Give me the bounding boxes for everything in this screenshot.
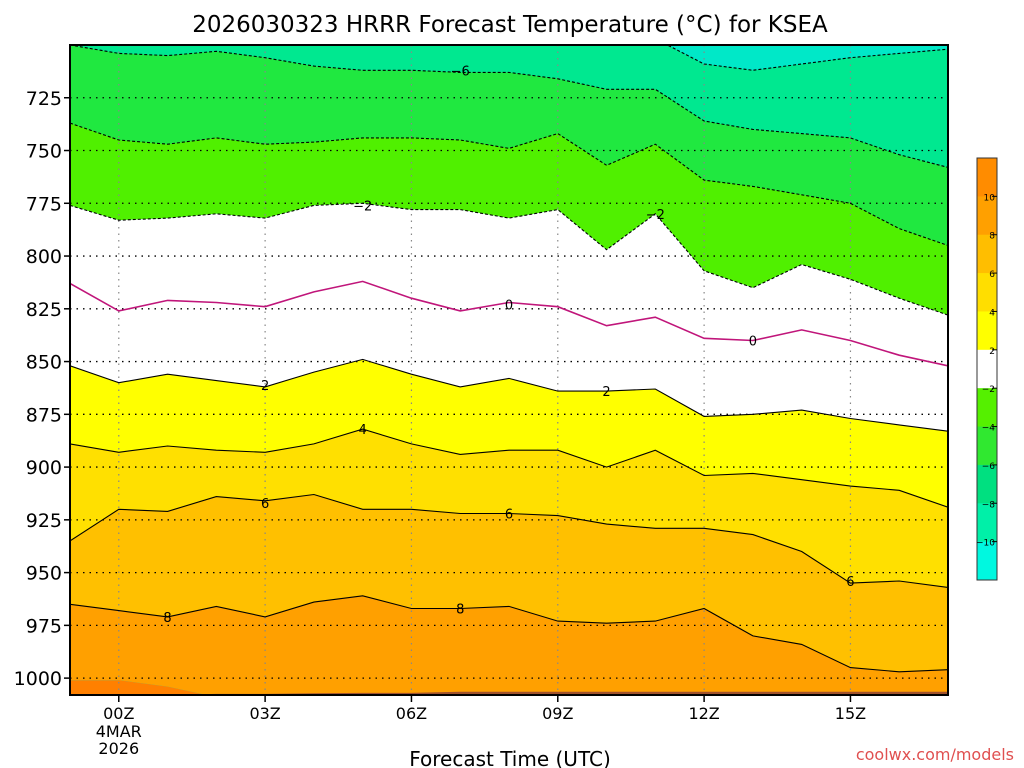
colorbar-frame (976, 157, 998, 581)
colorbar-bin (977, 273, 997, 312)
band-4_to_6 (70, 429, 948, 588)
band-6_to_8 (70, 494, 948, 672)
contour-label: 8 (456, 602, 464, 617)
colorbar-tick-label: −4 (982, 424, 996, 434)
colorbar-bin (977, 464, 997, 504)
contour-label: −2 (353, 199, 372, 214)
temperature-bands (70, 45, 948, 695)
credit-text: coolwx.com/models (856, 745, 1014, 764)
band-8_to_10 (70, 595, 948, 695)
contour-label: 6 (261, 497, 269, 512)
band-2_to_4 (70, 359, 948, 508)
grid-lines (70, 45, 948, 695)
band--2_to_2 (70, 203, 948, 432)
contour-line-6 (70, 493, 948, 588)
colorbar-tick-label: 4 (989, 308, 995, 318)
y-tick-label: 900 (26, 457, 62, 479)
x-tick-label: 09Z (542, 704, 573, 723)
y-tick-label: 725 (26, 88, 62, 110)
x-tick-label: 00Z (103, 704, 134, 723)
plot-area: −6 −2 −2 0 0 2 2 4 6 6 6 8 8 (70, 45, 948, 695)
y-tick-label: 850 (26, 352, 62, 374)
y-axis: 725 750 775 800 825 850 875 900 925 950 975 1000 (14, 88, 70, 690)
contour-label: 4 (359, 423, 367, 438)
x-tick-label: 06Z (396, 704, 427, 723)
colorbar-tick-label: 6 (989, 270, 995, 280)
y-tick-label: 925 (26, 510, 62, 532)
colorbar-tick-label: −2 (982, 385, 995, 395)
colorbar-bin (977, 541, 997, 581)
x-tick-label: 15Z (835, 704, 866, 723)
colorbar-bin (977, 234, 997, 274)
contour-label: −6 (451, 64, 470, 79)
band-above_10 (70, 680, 207, 695)
colorbar-bin (977, 388, 997, 427)
contour-line-minus6 (70, 45, 948, 168)
colorbar-tick-label: 2 (989, 347, 995, 357)
contour-label: 8 (163, 611, 171, 626)
contour-line-minus4 (70, 122, 948, 247)
contour-label: 6 (846, 575, 854, 590)
contour-label: 0 (749, 334, 757, 349)
contour-line-2 (70, 358, 948, 432)
y-tick-label: 825 (26, 299, 62, 321)
contour-label: 2 (261, 379, 269, 394)
colorbar-bin (977, 196, 997, 236)
y-tick-label: 975 (26, 615, 62, 637)
contour-labels: −6 −2 −2 0 0 2 2 4 6 6 6 8 8 (163, 64, 854, 626)
y-tick-label: 875 (26, 404, 62, 426)
colorbar-bin (977, 349, 997, 389)
colorbar-bin (977, 158, 997, 197)
x-tick-sublabel: 2026 (98, 739, 139, 758)
colorbar-bin (977, 311, 997, 351)
plot-frame (69, 44, 949, 696)
x-tick-sublabel: 4MAR (96, 722, 142, 741)
contour-lines (70, 45, 948, 673)
contour-label: 0 (505, 299, 513, 314)
band--4_to_-2 (70, 123, 948, 316)
y-tick-label: 750 (26, 141, 62, 163)
contour-label: −2 (646, 208, 665, 223)
colorbar-tick-label: −10 (976, 539, 995, 549)
colorbar-bin (977, 503, 997, 543)
x-tick-label: 12Z (688, 704, 719, 723)
y-tick-label: 775 (26, 193, 62, 215)
contour-label: 6 (505, 508, 513, 523)
x-tick-label: 03Z (249, 704, 280, 723)
colorbar: 10 8 6 4 2 −2 −4 −6 −8 −10 (976, 157, 998, 581)
x-axis-label: Forecast Time (UTC) (409, 747, 611, 768)
y-tick-label: 950 (26, 563, 62, 585)
y-tick-label: 800 (26, 246, 62, 268)
colorbar-bin (977, 426, 997, 466)
band--8_to_-6 (70, 45, 948, 168)
colorbar-tick-label: −6 (982, 462, 996, 472)
y-tick-label: 1000 (14, 668, 62, 690)
contour-label: 2 (602, 385, 610, 400)
colorbar-tick-label: 8 (989, 232, 995, 242)
chart-title: 2026030323 HRRR Forecast Temperature (°C… (192, 12, 828, 38)
contour-line-8 (70, 595, 948, 673)
contour-line-4 (70, 428, 948, 508)
colorbar-tick-label: −8 (982, 500, 996, 510)
band--6_to_-4 (70, 45, 948, 246)
colorbar-tick-label: 10 (984, 193, 996, 203)
contour-line-0 (70, 280, 948, 367)
